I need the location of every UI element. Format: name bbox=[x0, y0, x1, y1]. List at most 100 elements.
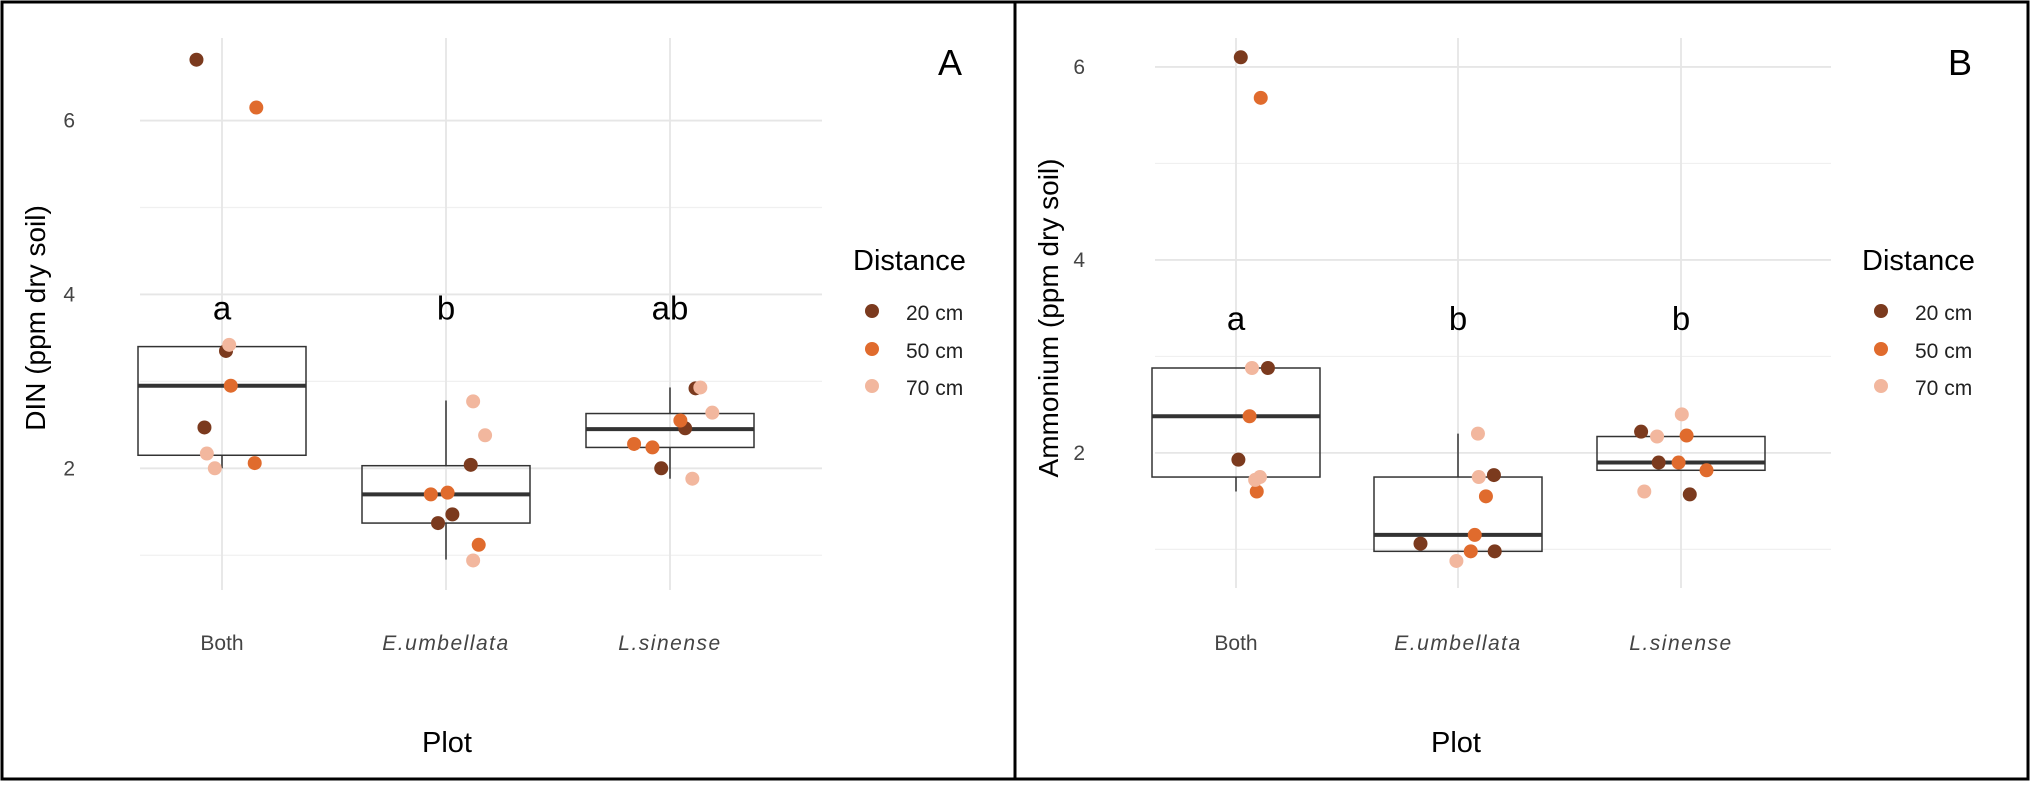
panel-b-y-tick-label: 4 bbox=[1073, 249, 1085, 272]
panel-b-legend-label-20cm: 20 cm bbox=[1915, 302, 1972, 325]
panel-b-point-20cm bbox=[1634, 424, 1649, 439]
panel-a-sig-letter-l-sinense: ab bbox=[652, 289, 689, 326]
panel-a-legend-key-50cm bbox=[865, 342, 879, 356]
panel-b-x-tick-label-l-sinense: L.sinense bbox=[1629, 632, 1732, 655]
panel-a-point-50cm bbox=[471, 537, 486, 552]
panel-b-point-50cm bbox=[1467, 527, 1482, 542]
panel-a-legend-label-20cm: 20 cm bbox=[906, 302, 963, 325]
panel-b-point-50cm bbox=[1253, 90, 1268, 105]
panel-b-point-20cm bbox=[1260, 361, 1275, 375]
panel-b-point-50cm bbox=[1679, 428, 1694, 443]
panel-b-x-tick-labels: Both E.umbellata L.sinense bbox=[1214, 632, 1732, 655]
panel-a-x-tick-label-e-umbellata: E.umbellata bbox=[382, 632, 509, 655]
panel-b-point-70cm bbox=[1449, 553, 1464, 568]
panel-b-border bbox=[1013, 0, 2030, 781]
panel-a: a b ab 246 Both E.umbellata L.sinense A Plot… bbox=[0, 0, 1017, 781]
panel-b-y-axis-title: Ammonium (ppm dry soil) bbox=[1033, 159, 1064, 478]
panel-b-point-70cm bbox=[1650, 429, 1665, 444]
panel-b-box-iqr bbox=[1151, 367, 1321, 478]
panel-b-y-tick-label: 2 bbox=[1073, 442, 1085, 465]
panel-a-point-70cm bbox=[222, 337, 237, 352]
panel-a-boxes bbox=[137, 345, 755, 560]
panel-a-point-20cm bbox=[445, 507, 460, 522]
panel-a-point-50cm bbox=[673, 413, 688, 428]
panel-a-y-tick-label: 2 bbox=[63, 457, 75, 480]
panel-b-legend-title: Distance bbox=[1862, 245, 1975, 277]
panel-b-point-50cm bbox=[1699, 463, 1714, 478]
panel-a-significance-letters: a b ab bbox=[213, 289, 689, 326]
panel-a-y-tick-label: 6 bbox=[63, 110, 75, 133]
panel-b-point-70cm bbox=[1471, 470, 1486, 485]
panel-a-point-50cm bbox=[423, 487, 438, 502]
panel-b-box-iqr bbox=[1373, 476, 1543, 553]
panel-a-x-tick-labels: Both E.umbellata L.sinense bbox=[200, 632, 721, 655]
panel-a-point-20cm bbox=[654, 461, 669, 476]
panel-b-point-70cm bbox=[1252, 470, 1267, 485]
panel-a-point-20cm bbox=[197, 420, 212, 435]
panel-b-box-both bbox=[1151, 367, 1321, 492]
panel-a-point-70cm bbox=[466, 394, 481, 409]
panel-a-point-20cm bbox=[463, 457, 478, 472]
panel-b-gridlines bbox=[1155, 38, 1831, 588]
panel-a-y-tick-labels: 2 4 6 bbox=[63, 110, 75, 481]
panel-b-point-20cm bbox=[1231, 452, 1246, 467]
panel-a-point-50cm bbox=[627, 436, 642, 451]
panel-a-point-50cm bbox=[249, 100, 264, 115]
panel-a-y-tick-label: 4 bbox=[63, 283, 75, 306]
panel-a-x-tick-label-l-sinense: L.sinense bbox=[618, 632, 721, 655]
panel-b-x-tick-label-e-umbellata: E.umbellata bbox=[1394, 632, 1521, 655]
panel-b-point-50cm bbox=[1478, 489, 1493, 504]
panel-b-point-20cm bbox=[1487, 544, 1502, 559]
panel-a-legend-key-20cm bbox=[865, 304, 879, 318]
panel-b-sig-letter-both: a bbox=[1227, 300, 1246, 337]
panel-b-y-tick-label: 6 bbox=[1073, 56, 1085, 79]
panel-b-x-axis-title: Plot bbox=[1431, 727, 1481, 759]
panel-a-point-70cm bbox=[478, 428, 493, 443]
panel-a-point-70cm bbox=[207, 461, 222, 476]
panel-a-point-70cm bbox=[705, 405, 720, 420]
panel-b-points bbox=[1231, 50, 1714, 568]
panel-b-box-e-umbellata bbox=[1373, 433, 1543, 553]
panel-b-point-20cm bbox=[1233, 50, 1248, 65]
panel-b-legend-key-50cm bbox=[1874, 342, 1888, 356]
panel-a-point-50cm bbox=[223, 378, 238, 393]
panel-b-legend-label-50cm: 50 cm bbox=[1915, 340, 1972, 363]
panel-a-sig-letter-e-umbellata: b bbox=[437, 289, 455, 326]
panel-b-point-70cm bbox=[1244, 361, 1259, 375]
panel-a-point-50cm bbox=[247, 456, 262, 471]
panel-a-x-axis-title: Plot bbox=[422, 727, 472, 759]
panel-a-legend-label-70cm: 70 cm bbox=[906, 377, 963, 400]
panel-a-point-70cm bbox=[466, 553, 481, 568]
panel-b-legend-key-70cm bbox=[1874, 379, 1888, 393]
panel-b-point-70cm bbox=[1674, 407, 1689, 422]
panel-a-point-20cm bbox=[431, 516, 446, 531]
panel-a-legend: Distance 20 cm 50 cm 70 cm bbox=[853, 245, 966, 400]
panel-b-point-20cm bbox=[1651, 455, 1666, 470]
panel-a-points bbox=[189, 52, 720, 568]
panel-b-point-20cm bbox=[1413, 536, 1428, 551]
panel-b-point-50cm bbox=[1242, 409, 1257, 424]
panel-b-point-50cm bbox=[1249, 484, 1264, 499]
panel-a-point-70cm bbox=[693, 380, 708, 395]
panel-a-box-l-sinense bbox=[585, 387, 755, 479]
panel-a-legend-title: Distance bbox=[853, 245, 966, 277]
panel-a-point-70cm bbox=[199, 446, 214, 461]
panel-b-point-70cm bbox=[1637, 484, 1652, 499]
panel-a-point-20cm bbox=[189, 52, 204, 67]
panel-a-point-70cm bbox=[685, 471, 700, 486]
panel-a-point-50cm bbox=[645, 440, 660, 455]
panel-b-legend-label-70cm: 70 cm bbox=[1915, 377, 1972, 400]
panel-a-sig-letter-both: a bbox=[213, 289, 232, 326]
panel-a-legend-label-50cm: 50 cm bbox=[906, 340, 963, 363]
panel-a-label: A bbox=[938, 42, 962, 83]
panel-a-point-50cm bbox=[440, 485, 455, 500]
panel-a-x-tick-label-both: Both bbox=[200, 632, 243, 655]
panel-b-point-70cm bbox=[1470, 426, 1485, 441]
panel-b-label: B bbox=[1948, 42, 1972, 83]
panel-a-legend-key-70cm bbox=[865, 379, 879, 393]
panel-b-sig-letter-l-sinense: b bbox=[1672, 300, 1690, 337]
